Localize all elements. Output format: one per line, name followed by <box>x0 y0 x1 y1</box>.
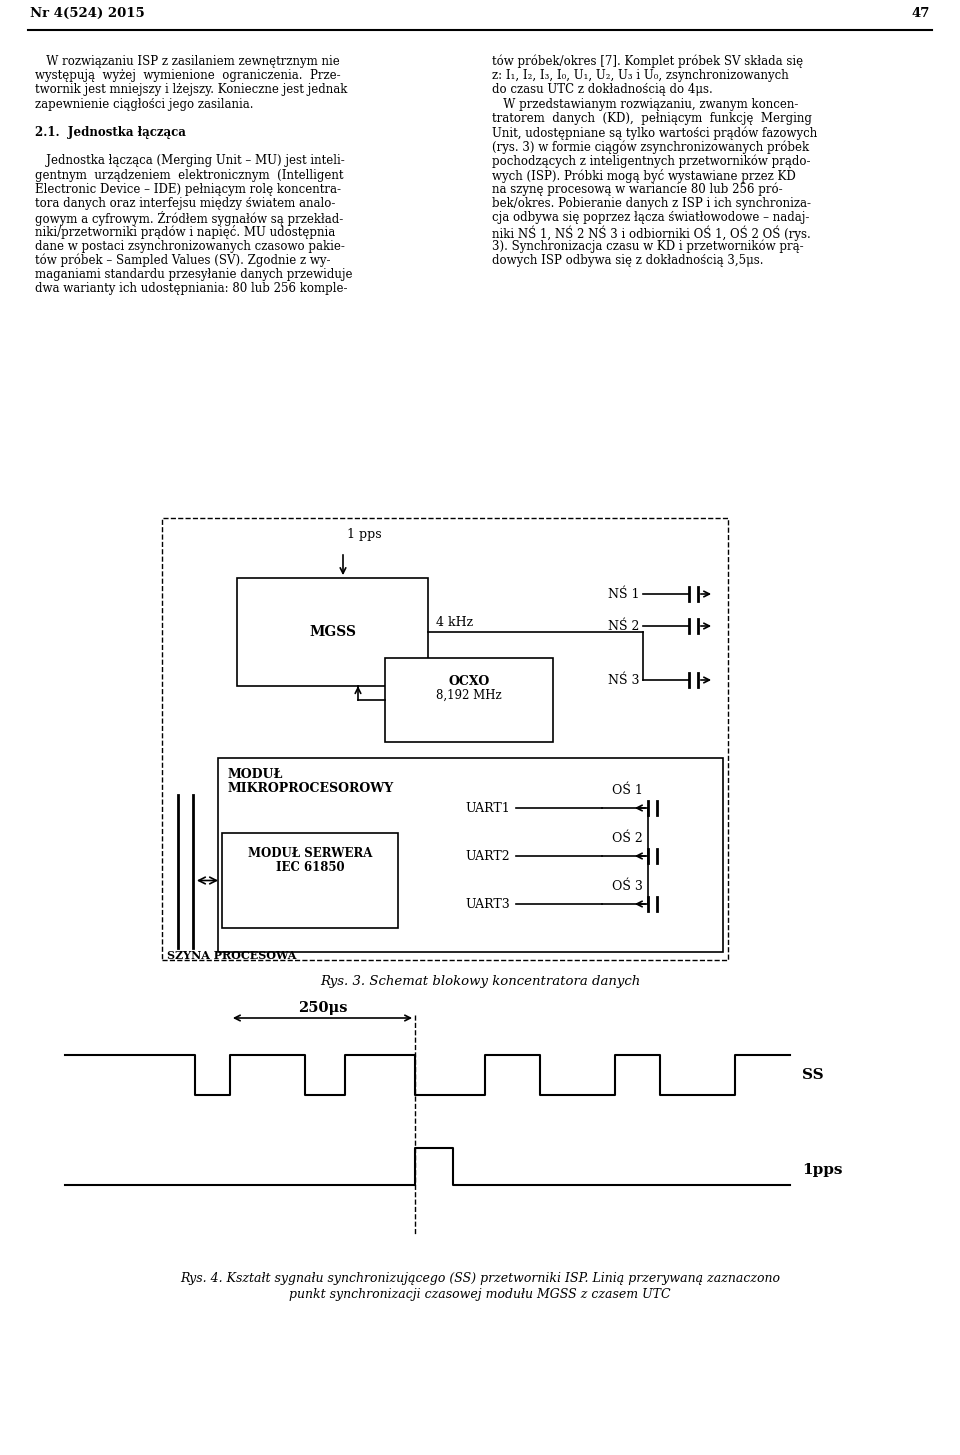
Text: występują  wyżej  wymienione  ograniczenia.  Prze-: występują wyżej wymienione ograniczenia.… <box>35 70 341 81</box>
Bar <box>218 758 723 952</box>
Text: (rys. 3) w formie ciągów zsynchronizowanych próbek: (rys. 3) w formie ciągów zsynchronizowan… <box>492 140 809 154</box>
Text: dwa warianty ich udostępniania: 80 lub 256 komple-: dwa warianty ich udostępniania: 80 lub 2… <box>35 282 348 295</box>
Text: 1pps: 1pps <box>802 1163 843 1177</box>
Text: 47: 47 <box>912 7 930 20</box>
Text: z: I₁, I₂, I₃, I₀, U₁, U₂, U₃ i U₀, zsynchronizowanych: z: I₁, I₂, I₃, I₀, U₁, U₂, U₃ i U₀, zsyn… <box>492 70 789 81</box>
Text: Nr 4(524) 2015: Nr 4(524) 2015 <box>30 7 145 20</box>
Text: tora danych oraz interfejsu między światem analo-: tora danych oraz interfejsu między świat… <box>35 196 335 210</box>
Text: Rys. 3. Schemat blokowy koncentratora danych: Rys. 3. Schemat blokowy koncentratora da… <box>320 975 640 988</box>
Text: niki NŚ 1, NŚ 2 NŚ 3 i odbiorniki OŚ 1, OŚ 2 OŚ (rys.: niki NŚ 1, NŚ 2 NŚ 3 i odbiorniki OŚ 1, … <box>492 226 811 242</box>
Bar <box>222 834 398 928</box>
Text: OCXO: OCXO <box>448 675 490 688</box>
Text: UART1: UART1 <box>466 802 511 815</box>
Text: W rozwiązaniu ISP z zasilaniem zewnętrznym nie: W rozwiązaniu ISP z zasilaniem zewnętrzn… <box>35 55 340 68</box>
Text: UART2: UART2 <box>466 850 511 863</box>
Text: bek/okres. Pobieranie danych z ISP i ich synchroniza-: bek/okres. Pobieranie danych z ISP i ich… <box>492 196 811 210</box>
Text: tratorem  danych  (KD),  pełniącym  funkcję  Merging: tratorem danych (KD), pełniącym funkcję … <box>492 112 812 125</box>
Text: 2.1.  Jednostka łącząca: 2.1. Jednostka łącząca <box>35 127 186 140</box>
Text: SZYNA PROCESOWA: SZYNA PROCESOWA <box>167 950 297 960</box>
Text: dane w postaci zsynchronizowanych czasowo pakie-: dane w postaci zsynchronizowanych czasow… <box>35 240 345 253</box>
Text: MIKROPROCESOROWY: MIKROPROCESOROWY <box>228 781 395 794</box>
Text: gowym a cyfrowym. Źródłem sygnałów są przekład-: gowym a cyfrowym. Źródłem sygnałów są pr… <box>35 211 344 226</box>
Text: OŚ 1: OŚ 1 <box>612 784 643 797</box>
Text: tów próbek/okres [7]. Komplet próbek SV składa się: tów próbek/okres [7]. Komplet próbek SV … <box>492 55 804 68</box>
Text: OŚ 2: OŚ 2 <box>612 832 643 845</box>
Text: W przedstawianym rozwiązaniu, zwanym koncen-: W przedstawianym rozwiązaniu, zwanym kon… <box>492 97 799 111</box>
Text: 1 pps: 1 pps <box>347 528 382 541</box>
Text: do czasu UTC z dokładnością do 4μs.: do czasu UTC z dokładnością do 4μs. <box>492 83 712 96</box>
Text: Jednostka łącząca (Merging Unit – MU) jest inteli-: Jednostka łącząca (Merging Unit – MU) je… <box>35 154 345 167</box>
Bar <box>237 578 428 685</box>
Text: tów próbek – Sampled Values (SV). Zgodnie z wy-: tów próbek – Sampled Values (SV). Zgodni… <box>35 253 330 268</box>
Text: Unit, udostępniane są tylko wartości prądów fazowych: Unit, udostępniane są tylko wartości prą… <box>492 127 817 140</box>
Text: 250μs: 250μs <box>298 1001 348 1016</box>
Text: zapewnienie ciągłości jego zasilania.: zapewnienie ciągłości jego zasilania. <box>35 97 253 111</box>
Text: OŚ 3: OŚ 3 <box>612 880 643 893</box>
Bar <box>385 658 553 742</box>
Text: 8,192 MHz: 8,192 MHz <box>436 690 502 701</box>
Text: na szynę procesową w wariancie 80 lub 256 pró-: na szynę procesową w wariancie 80 lub 25… <box>492 183 782 196</box>
Text: NŚ 2: NŚ 2 <box>608 620 639 633</box>
Bar <box>162 518 728 960</box>
Text: niki/przetworniki prądów i napięć. MU udostępnia: niki/przetworniki prądów i napięć. MU ud… <box>35 226 335 240</box>
Text: 3). Synchronizacja czasu w KD i przetworników prą-: 3). Synchronizacja czasu w KD i przetwor… <box>492 240 804 253</box>
Text: MODUŁ: MODUŁ <box>228 768 283 781</box>
Text: pochodzących z inteligentnych przetworników prądo-: pochodzących z inteligentnych przetworni… <box>492 154 810 167</box>
Text: MODUŁ SERWERA: MODUŁ SERWERA <box>248 847 372 860</box>
Text: dowych ISP odbywa się z dokładnością 3,5μs.: dowych ISP odbywa się z dokładnością 3,5… <box>492 253 763 266</box>
Text: twornik jest mniejszy i lżejszy. Konieczne jest jednak: twornik jest mniejszy i lżejszy. Koniecz… <box>35 83 348 96</box>
Text: NŚ 1: NŚ 1 <box>608 588 639 601</box>
Text: SS: SS <box>802 1068 824 1083</box>
Text: IEC 61850: IEC 61850 <box>276 861 345 874</box>
Text: maganiami standardu przesyłanie danych przewiduje: maganiami standardu przesyłanie danych p… <box>35 268 352 281</box>
Text: Rys. 4. Kształt sygnału synchronizującego (SS) przetworniki ISP. Linią przerywan: Rys. 4. Kształt sygnału synchronizująceg… <box>180 1272 780 1285</box>
Text: cja odbywa się poprzez łącza światłowodowe – nadaj-: cja odbywa się poprzez łącza światłowodo… <box>492 211 809 224</box>
Text: MGSS: MGSS <box>309 626 356 639</box>
Text: 4 kHz: 4 kHz <box>436 615 473 629</box>
Text: wych (ISP). Próbki mogą być wystawiane przez KD: wych (ISP). Próbki mogą być wystawiane p… <box>492 169 796 182</box>
Text: punkt synchronizacji czasowej modułu MGSS z czasem UTC: punkt synchronizacji czasowej modułu MGS… <box>289 1288 671 1301</box>
Text: Electronic Device – IDE) pełniącym rolę koncentra-: Electronic Device – IDE) pełniącym rolę … <box>35 183 341 196</box>
Text: NŚ 3: NŚ 3 <box>608 674 639 687</box>
Text: gentnym  urządzeniem  elektronicznym  (Intelligent: gentnym urządzeniem elektronicznym (Inte… <box>35 169 344 182</box>
Text: UART3: UART3 <box>466 898 511 911</box>
